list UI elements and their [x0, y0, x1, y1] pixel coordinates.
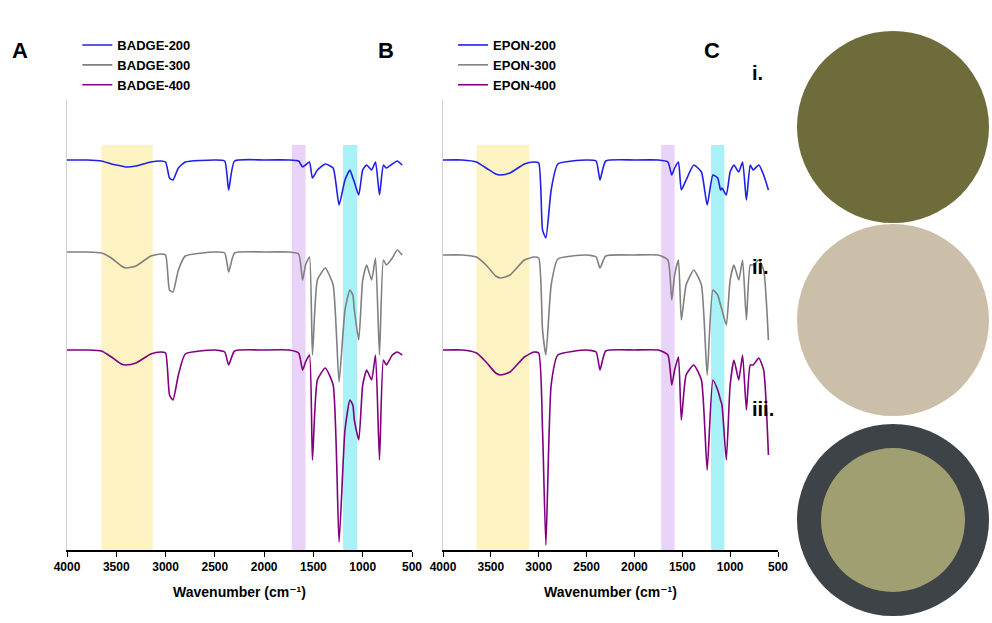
svg-text:3500: 3500 [103, 560, 130, 574]
svg-text:500: 500 [768, 560, 788, 574]
svg-text:1000: 1000 [717, 560, 744, 574]
html-text:i.: i. [752, 62, 764, 84]
html-text:C: C [704, 38, 720, 63]
svg-text:EPON-200: EPON-200 [493, 38, 556, 53]
svg-text:4000: 4000 [54, 560, 81, 574]
svg-text:1000: 1000 [349, 560, 376, 574]
svg-text:BADGE-300: BADGE-300 [117, 58, 190, 73]
html-text:ii.: ii. [752, 256, 769, 278]
svg-text:Wavenumber (cm⁻¹): Wavenumber (cm⁻¹) [544, 584, 677, 600]
html-text:A: A [12, 38, 28, 63]
svg-text:2000: 2000 [251, 560, 278, 574]
svg-text:3000: 3000 [152, 560, 179, 574]
svg-text:BADGE-400: BADGE-400 [117, 78, 190, 93]
svg-text:3000: 3000 [525, 560, 552, 574]
svg-text:EPON-300: EPON-300 [493, 58, 556, 73]
svg-text:4000: 4000 [430, 560, 457, 574]
svg-text:1500: 1500 [669, 560, 696, 574]
svg-text:3500: 3500 [478, 560, 505, 574]
svg-text:EPON-400: EPON-400 [493, 78, 556, 93]
html-text:B: B [378, 38, 394, 63]
svg-text:2500: 2500 [202, 560, 229, 574]
svg-text:1500: 1500 [300, 560, 327, 574]
svg-text:2500: 2500 [573, 560, 600, 574]
html-text:iii.: iii. [752, 398, 775, 420]
svg-text:BADGE-200: BADGE-200 [117, 38, 190, 53]
svg-text:2000: 2000 [621, 560, 648, 574]
svg-text:Wavenumber (cm⁻¹): Wavenumber (cm⁻¹) [173, 584, 306, 600]
svg-text:500: 500 [402, 560, 422, 574]
